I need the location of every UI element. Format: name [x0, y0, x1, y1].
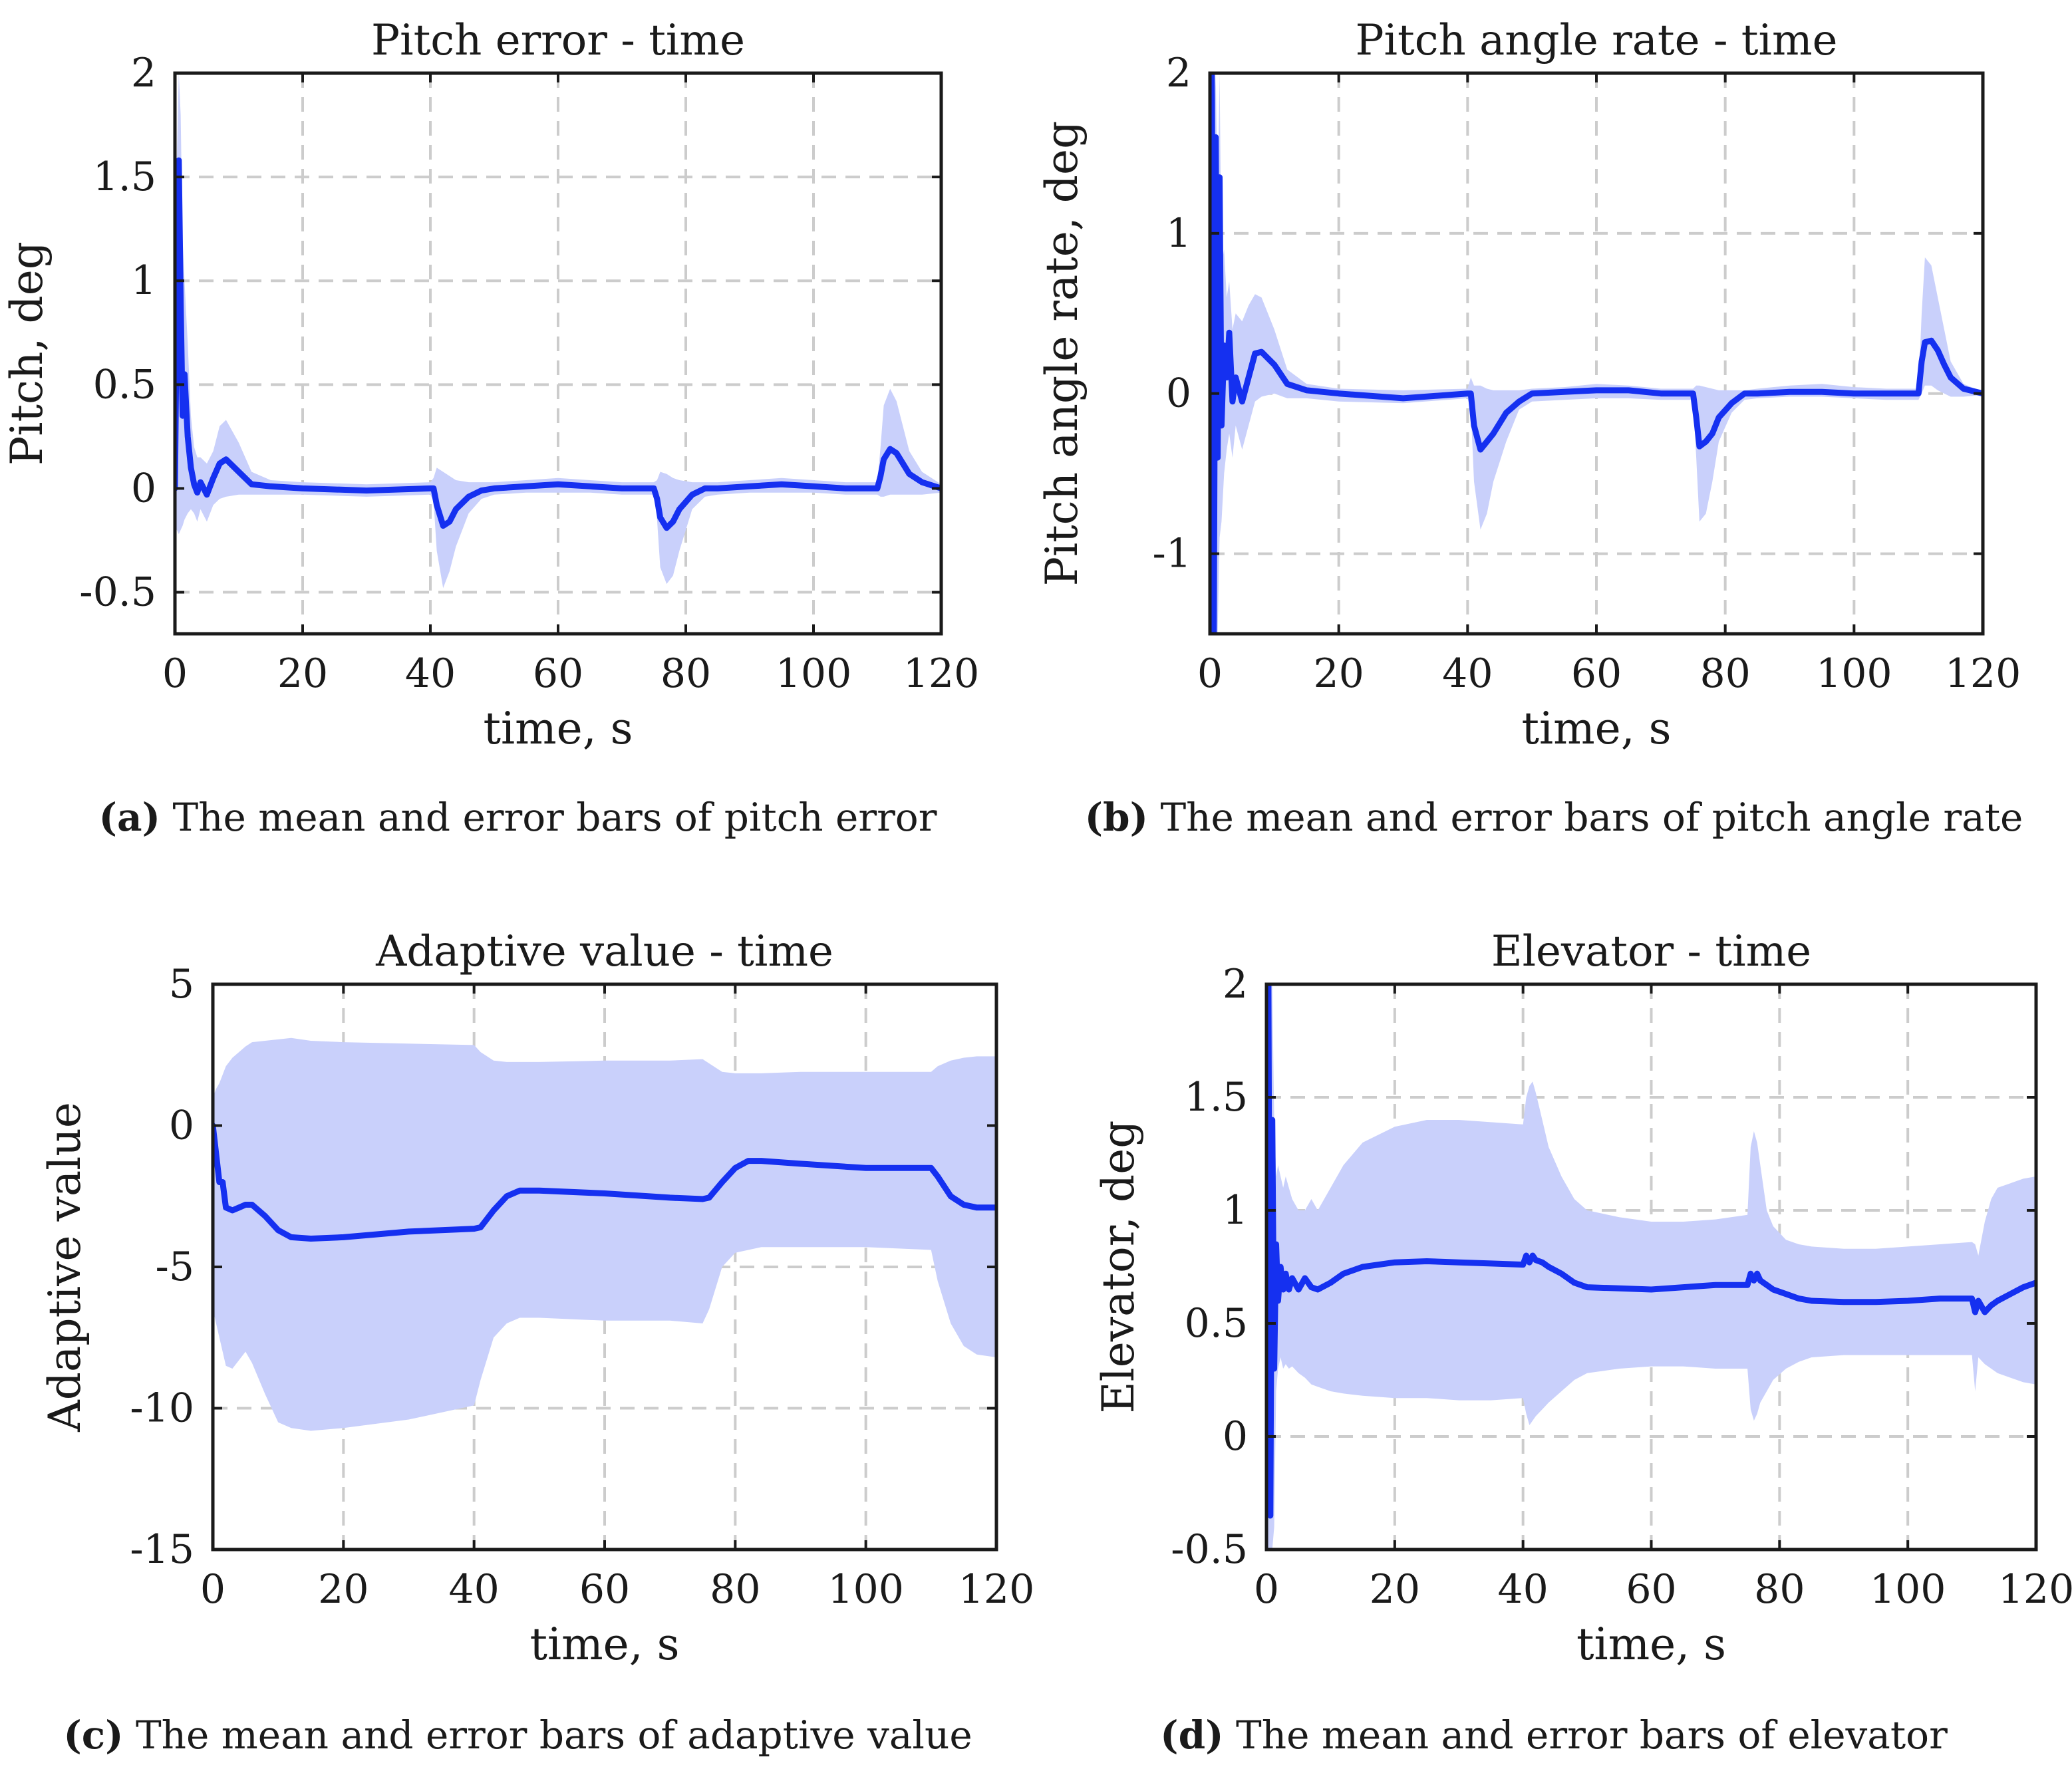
- x-tick-label-b-1: 20: [1313, 650, 1364, 697]
- y-tick-label-a-4: 1.5: [93, 154, 156, 200]
- caption-d-label: (d): [1160, 1712, 1224, 1758]
- x-tick-label-c-3: 60: [579, 1566, 630, 1613]
- x-tick-label-a-6: 120: [903, 650, 980, 697]
- x-axis-label-c: time, s: [529, 1619, 679, 1670]
- caption-a-label: (a): [98, 795, 161, 840]
- y-axis-label-c: Adaptive value: [39, 1102, 90, 1432]
- mean-line-c-0: [213, 1123, 996, 1242]
- y-tick-label-d-0: -0.5: [1171, 1526, 1248, 1573]
- caption-c: (c) The mean and error bars of adaptive …: [0, 1712, 1036, 1758]
- y-tick-label-a-5: 2: [131, 50, 156, 96]
- caption-b-label: (b): [1084, 795, 1149, 840]
- y-tick-label-d-2: 0.5: [1185, 1300, 1248, 1347]
- caption-c-text: The mean and error bars of adaptive valu…: [123, 1712, 972, 1758]
- x-axis-label-d: time, s: [1576, 1619, 1726, 1670]
- caption-b-text: The mean and error bars of pitch angle r…: [1148, 795, 2023, 840]
- y-tick-label-c-0: -15: [130, 1526, 194, 1573]
- x-tick-label-d-5: 100: [1870, 1566, 1946, 1613]
- x-tick-label-d-1: 20: [1370, 1566, 1420, 1613]
- x-tick-label-d-6: 120: [1998, 1566, 2072, 1613]
- x-tick-label-a-2: 40: [405, 650, 456, 697]
- x-tick-label-b-0: 0: [1197, 650, 1223, 697]
- y-tick-label-d-5: 2: [1223, 961, 1248, 1008]
- y-tick-label-c-1: -10: [130, 1385, 194, 1432]
- chart-title-a: Pitch error - time: [371, 16, 745, 65]
- chart-title-c: Adaptive value - time: [375, 927, 833, 976]
- chart-title-b: Pitch angle rate - time: [1355, 16, 1837, 65]
- y-tick-label-a-3: 1: [131, 257, 156, 304]
- y-axis-label-d: Elevator, deg: [1093, 1120, 1144, 1413]
- x-tick-label-a-4: 80: [661, 650, 711, 697]
- x-tick-label-c-1: 20: [318, 1566, 369, 1613]
- x-tick-label-b-5: 100: [1816, 650, 1892, 697]
- y-axis-label-b: Pitch angle rate, deg: [1036, 121, 1088, 587]
- x-tick-label-a-1: 20: [277, 650, 328, 697]
- y-axis-label-a: Pitch, deg: [1, 241, 53, 466]
- x-tick-label-d-0: 0: [1254, 1566, 1279, 1613]
- x-tick-label-d-2: 40: [1497, 1566, 1548, 1613]
- y-tick-label-a-1: 0: [131, 465, 156, 511]
- mean-line-d-0: [1266, 984, 2036, 1519]
- x-tick-label-c-6: 120: [959, 1566, 1035, 1613]
- y-tick-label-d-1: 0: [1223, 1413, 1248, 1460]
- chart-title-d: Elevator - time: [1491, 927, 1811, 976]
- x-tick-label-b-3: 60: [1571, 650, 1622, 697]
- error-band-d-0: [1266, 984, 2036, 1550]
- y-tick-label-a-2: 0.5: [93, 361, 156, 408]
- y-tick-label-b-2: 1: [1166, 210, 1191, 257]
- mean-line-a-0: [175, 157, 941, 531]
- x-tick-label-b-6: 120: [1945, 650, 2021, 697]
- y-tick-label-b-1: 0: [1166, 370, 1191, 417]
- caption-d-text: The mean and error bars of elevator: [1223, 1712, 1948, 1758]
- x-tick-label-b-2: 40: [1442, 650, 1493, 697]
- error-band-c-0: [213, 1037, 996, 1431]
- caption-c-label: (c): [63, 1712, 124, 1758]
- y-tick-label-c-3: 0: [169, 1103, 194, 1149]
- x-tick-label-a-0: 0: [162, 650, 188, 697]
- y-tick-label-c-2: -5: [156, 1244, 194, 1290]
- y-tick-label-d-3: 1: [1223, 1187, 1248, 1234]
- caption-a: (a) The mean and error bars of pitch err…: [0, 795, 1036, 840]
- caption-b: (b) The mean and error bars of pitch ang…: [1036, 795, 2072, 840]
- x-tick-label-c-5: 100: [827, 1566, 904, 1613]
- x-tick-label-d-3: 60: [1626, 1566, 1676, 1613]
- caption-a-text: The mean and error bars of pitch error: [160, 795, 937, 840]
- x-tick-label-c-2: 40: [448, 1566, 499, 1613]
- mean-line-b-0: [1210, 73, 1983, 634]
- y-tick-label-b-0: -1: [1153, 531, 1191, 577]
- x-tick-label-d-4: 80: [1754, 1566, 1805, 1613]
- y-tick-label-a-0: -0.5: [79, 569, 156, 616]
- x-tick-label-b-4: 80: [1700, 650, 1750, 697]
- y-tick-label-c-4: 5: [169, 961, 194, 1008]
- x-tick-label-c-4: 80: [710, 1566, 760, 1613]
- x-axis-label-b: time, s: [1521, 703, 1671, 754]
- y-tick-label-b-3: 2: [1166, 50, 1191, 96]
- x-axis-label-a: time, s: [483, 703, 633, 754]
- chart-c: 0 20 40 60 80 100 120 -15 -10 -5 0 5 Adaptive value …: [39, 927, 1034, 1670]
- caption-d: (d) The mean and error bars of elevator: [1036, 1712, 2072, 1758]
- y-tick-label-d-4: 1.5: [1185, 1074, 1248, 1121]
- x-tick-label-c-0: 0: [200, 1566, 225, 1613]
- x-tick-label-a-5: 100: [776, 650, 852, 697]
- x-tick-label-a-3: 60: [533, 650, 583, 697]
- chart-b: 0 20 40 60 80 100 120 -1 0 1 2 Pitch angle rate - t…: [1036, 16, 2021, 754]
